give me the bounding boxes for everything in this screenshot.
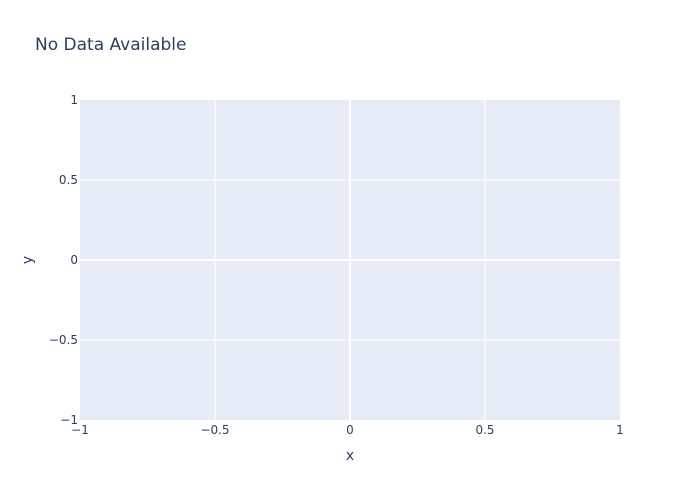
x-tick-label: −1 bbox=[71, 423, 89, 437]
chart-title: No Data Available bbox=[35, 35, 186, 55]
x-axis-title: x bbox=[346, 448, 354, 464]
x-tick-label: 0 bbox=[346, 423, 354, 437]
y-tick-label: 0 bbox=[70, 253, 78, 267]
x-tick-label: −0.5 bbox=[200, 423, 229, 437]
y-tick-label: 1 bbox=[70, 93, 78, 107]
x-tick-label: 1 bbox=[616, 423, 624, 437]
x-tick-label: 0.5 bbox=[475, 423, 494, 437]
y-axis-title: y bbox=[20, 256, 36, 264]
y-tick-label: −1 bbox=[60, 413, 78, 427]
y-tick-label: 0.5 bbox=[59, 173, 78, 187]
y-tick-label: −0.5 bbox=[49, 333, 78, 347]
gridlines bbox=[80, 100, 620, 420]
x-axis-ticks: −1 −0.5 0 0.5 1 bbox=[71, 423, 624, 437]
y-axis-ticks: −1 −0.5 0 0.5 1 bbox=[49, 93, 78, 427]
